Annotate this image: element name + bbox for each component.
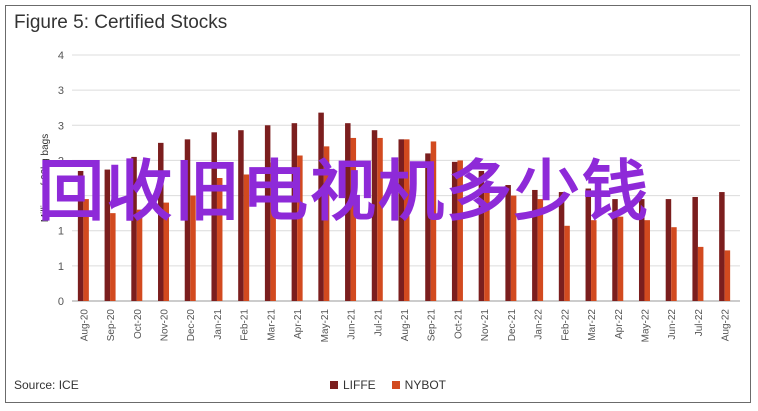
chart-title: Figure 5: Certified Stocks — [14, 12, 228, 33]
y-tick-label: 0 — [58, 296, 64, 308]
x-tick-label: May-22 — [640, 309, 651, 343]
bar-liffe — [345, 123, 351, 301]
bar-liffe — [77, 170, 84, 301]
bar-liffe — [398, 139, 404, 301]
bar-nybot — [457, 160, 463, 301]
bar-nybot — [510, 195, 517, 301]
legend-item-liffe: LIFFE — [330, 378, 376, 392]
bar-nybot — [537, 199, 544, 301]
x-axis: Aug-20 Sep-20 Oct-20 Nov-20 Dec-20 Jan-21 Feb-… — [79, 309, 731, 343]
bar-nybot — [297, 155, 303, 301]
y-tick-label: 3 — [58, 85, 64, 97]
bar-nybot — [163, 202, 170, 301]
y-tick-label: 2 — [58, 191, 64, 203]
legend-swatch-liffe — [330, 381, 338, 389]
bar-nybot — [377, 137, 383, 301]
bar-nybot — [671, 227, 677, 301]
y-axis: 0 1 1 2 2 3 3 4 — [58, 50, 64, 308]
bar-liffe — [131, 156, 137, 301]
legend-label-nybot: NYBOT — [404, 378, 447, 392]
bar-liffe — [264, 125, 271, 302]
x-tick-label: Aug-20 — [79, 309, 90, 342]
x-tick-label: Oct-21 — [453, 309, 464, 339]
bar-nybot — [564, 225, 570, 301]
x-tick-label: Jul-21 — [373, 309, 384, 337]
x-tick-label: May-21 — [320, 309, 331, 343]
x-tick-label: Jan-22 — [534, 309, 545, 340]
bar-liffe — [692, 196, 698, 301]
x-tick-label: Nov-21 — [480, 309, 491, 342]
bar-liffe — [158, 142, 164, 301]
x-tick-label: Jun-22 — [667, 309, 678, 340]
bar-nybot — [83, 199, 89, 301]
y-axis-label: Million of 60kg bags — [40, 134, 51, 222]
x-tick-label: Aug-21 — [400, 309, 411, 342]
legend: LIFFE NYBOT — [330, 378, 446, 392]
x-tick-label: Dec-20 — [186, 309, 197, 342]
y-tick-label: 1 — [58, 226, 64, 238]
overlay-watermark-text: 回收旧电视机多少钱 — [38, 153, 650, 230]
x-tick-label: Jun-21 — [347, 309, 358, 340]
y-tick-label: 4 — [58, 50, 64, 62]
x-tick-label: Aug-22 — [721, 309, 732, 342]
bar-liffe — [612, 199, 618, 301]
bar-liffe — [318, 112, 324, 302]
bar-liffe — [211, 132, 217, 301]
x-tick-label: Feb-21 — [240, 309, 251, 341]
x-tick-label: Apr-21 — [293, 309, 304, 339]
x-tick-label: Sep-21 — [427, 309, 438, 342]
legend-label-liffe: LIFFE — [343, 378, 376, 392]
bar-liffe — [291, 123, 298, 301]
x-tick-label: Jul-22 — [694, 309, 705, 337]
bar-nybot — [350, 137, 357, 301]
x-tick-label: Jan-21 — [213, 309, 224, 340]
bar-nybot — [724, 250, 731, 301]
bar-liffe — [478, 170, 485, 301]
legend-item-nybot: NYBOT — [391, 378, 447, 392]
bar-nybot — [270, 162, 276, 301]
bar-nybot — [110, 213, 116, 301]
x-tick-label: Sep-20 — [106, 309, 117, 342]
bar-nybot — [216, 178, 223, 301]
y-tick-label: 2 — [58, 155, 64, 167]
x-tick-label: Feb-22 — [560, 309, 571, 341]
bar-nybot — [323, 146, 330, 301]
bar-liffe — [719, 192, 725, 301]
bar-liffe — [505, 185, 511, 301]
bar-nybot — [697, 246, 704, 301]
x-tick-label: Nov-20 — [160, 309, 171, 342]
bar-liffe — [451, 161, 458, 301]
bar-nybot — [617, 216, 624, 301]
y-tick-label: 1 — [58, 261, 64, 273]
bar-nybot — [644, 220, 650, 301]
source-note: Source: ICE — [14, 378, 79, 392]
bar-nybot — [243, 174, 250, 301]
legend-swatch-nybot — [391, 381, 400, 389]
bar-liffe — [665, 199, 672, 301]
bar-nybot — [430, 141, 437, 301]
bar-liffe — [638, 199, 645, 301]
x-tick-label: Dec-21 — [507, 309, 518, 342]
x-tick-label: Mar-21 — [266, 309, 277, 341]
bar-nybot — [484, 190, 490, 301]
x-tick-label: Mar-22 — [587, 309, 598, 341]
bar-liffe — [238, 130, 244, 301]
x-tick-label: Oct-20 — [133, 309, 144, 339]
bar-liffe — [104, 169, 111, 301]
bars — [77, 112, 731, 302]
x-tick-label: Apr-22 — [614, 309, 625, 339]
bar-liffe — [585, 188, 592, 301]
bar-liffe — [371, 130, 378, 301]
bar-liffe — [425, 153, 431, 301]
bar-nybot — [591, 220, 597, 301]
bar-liffe — [184, 139, 191, 301]
bar-liffe — [558, 192, 565, 301]
bar-nybot — [190, 195, 196, 301]
bar-nybot — [404, 139, 410, 301]
bar-nybot — [136, 209, 143, 301]
y-tick-label: 3 — [58, 120, 64, 132]
bar-liffe — [532, 189, 538, 301]
